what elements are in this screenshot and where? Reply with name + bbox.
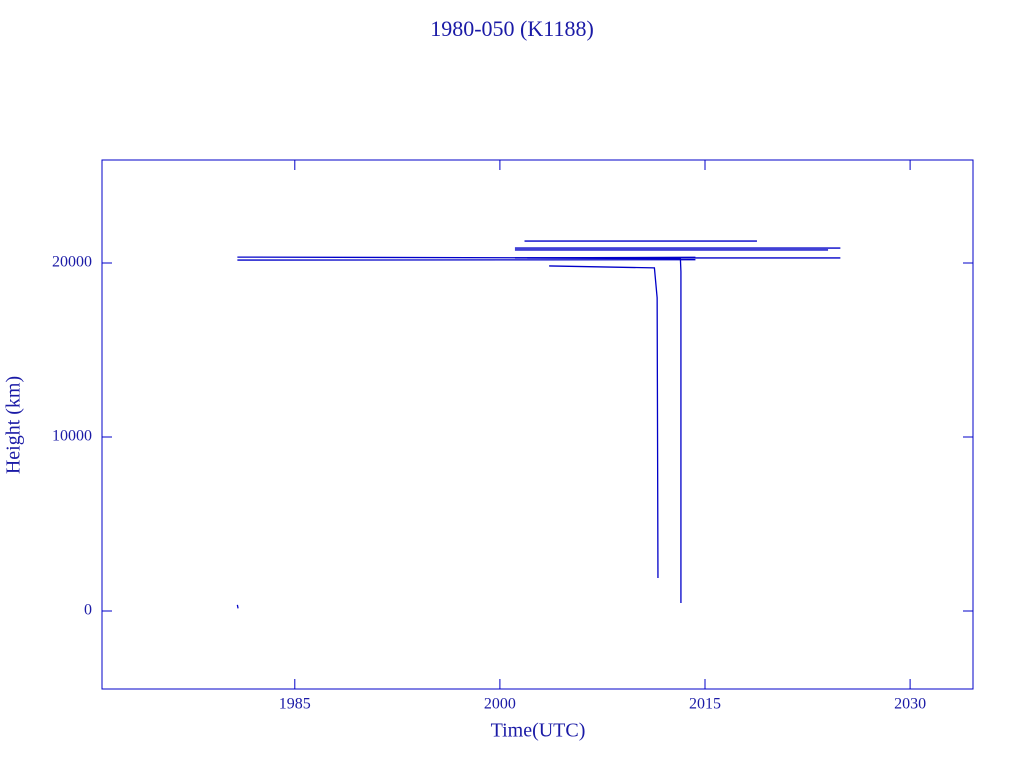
- y-tick-label: 20000: [52, 254, 92, 271]
- x-tick-label: 1985: [279, 696, 311, 713]
- chart-title: 1980-050 (K1188): [430, 16, 594, 41]
- y-tick-label: 0: [84, 602, 92, 619]
- y-axis-label: Height (km): [3, 376, 25, 474]
- x-tick-label: 2015: [689, 696, 721, 713]
- data-line: [237, 605, 238, 608]
- y-tick-label: 10000: [52, 428, 92, 445]
- x-tick-label: 2000: [484, 696, 516, 713]
- x-axis-label: Time(UTC): [491, 720, 586, 742]
- x-tick-label: 2030: [894, 696, 926, 713]
